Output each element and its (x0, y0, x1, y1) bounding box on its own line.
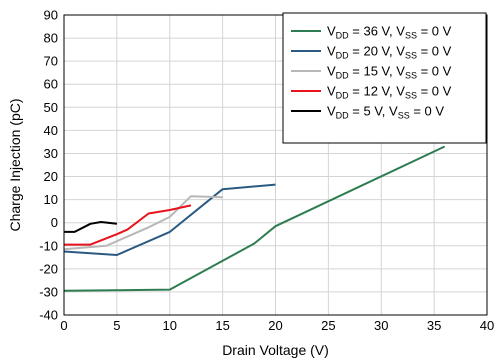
x-tick-label: 40 (480, 318, 494, 333)
y-tick-label: 50 (44, 100, 58, 115)
y-tick-label: 10 (44, 192, 58, 207)
legend-entry-part: = 15 V, V (349, 64, 406, 79)
y-tick-label: 40 (44, 123, 58, 138)
y-tick-label: 60 (44, 77, 58, 92)
legend-entry-part: = 20 V, V (349, 44, 406, 59)
legend-entry-part: DD (336, 31, 349, 41)
x-axis-ticks: 0 5 10 15 20 25 30 35 40 (60, 318, 494, 333)
legend-entry-part: SS (405, 31, 417, 41)
series-line-2 (63, 183, 276, 256)
y-axis-ticks: -40 -30 -20 -10 0 10 20 30 40 50 60 70 80 90 (39, 8, 58, 323)
series-line-4 (64, 204, 192, 246)
legend-entry-part: = 0 V (417, 44, 452, 59)
legend-entry-part: V (327, 64, 336, 79)
legend-entry-part: SS (405, 91, 417, 101)
legend-entry-part: = 0 V (417, 24, 452, 39)
legend-entry-part: SS (405, 51, 417, 61)
legend-entry-part: SS (398, 111, 410, 121)
legend-entry-part: DD (336, 71, 349, 81)
legend-entry-part: = 36 V, V (349, 24, 406, 39)
x-axis-label: Drain Voltage (V) (222, 342, 329, 358)
y-tick-label: -40 (39, 308, 58, 323)
x-tick-label: 5 (113, 318, 120, 333)
legend-entry-part: DD (336, 111, 349, 121)
y-tick-label: -20 (39, 261, 58, 276)
y-tick-label: -30 (39, 284, 58, 299)
legend-entry: VDD = 20 V, VSS = 0 V (327, 44, 452, 61)
x-tick-label: 35 (427, 318, 441, 333)
legend-entry: VDD = 5 V, VSS = 0 V (327, 104, 444, 121)
series-line-5 (64, 221, 118, 233)
legend-entry-part: = 0 V (417, 64, 452, 79)
legend-entry: VDD = 36 V, VSS = 0 V (327, 24, 452, 41)
x-tick-label: 30 (374, 318, 388, 333)
x-tick-label: 10 (163, 318, 177, 333)
legend-entry-part: V (327, 104, 336, 119)
legend-entry-part: = 5 V, V (349, 104, 398, 119)
x-tick-label: 0 (60, 318, 67, 333)
legend-entry-part: V (327, 84, 336, 99)
y-axis-label: Charge Injection (pC) (7, 98, 23, 231)
series-line-3 (63, 195, 223, 251)
y-tick-label: 20 (44, 169, 58, 184)
legend-entry: VDD = 15 V, VSS = 0 V (327, 64, 452, 81)
legend-entry-part: V (327, 44, 336, 59)
legend-entry-part: DD (336, 91, 349, 101)
series-lines (63, 145, 446, 292)
plot-frame (63, 14, 488, 316)
legend-entry-part: DD (336, 51, 349, 61)
legend-entry: VDD = 12 V, VSS = 0 V (327, 84, 452, 101)
x-tick-label: 25 (321, 318, 335, 333)
y-tick-label: 90 (44, 8, 58, 23)
legend-entry-part: = 0 V (417, 84, 452, 99)
legend-entry-part: SS (405, 71, 417, 81)
y-tick-label: 70 (44, 54, 58, 69)
legend-box (282, 12, 487, 144)
x-tick-label: 15 (215, 318, 229, 333)
legend-entry-part: = 12 V, V (349, 84, 406, 99)
y-tick-label: -10 (39, 238, 58, 253)
x-tick-label: 20 (268, 318, 282, 333)
legend-entry-part: = 0 V (410, 104, 445, 119)
y-tick-label: 80 (44, 31, 58, 46)
series-line-1 (63, 145, 446, 292)
legend-entry-part: V (327, 24, 336, 39)
y-tick-label: 30 (44, 146, 58, 161)
y-tick-label: 0 (51, 215, 58, 230)
